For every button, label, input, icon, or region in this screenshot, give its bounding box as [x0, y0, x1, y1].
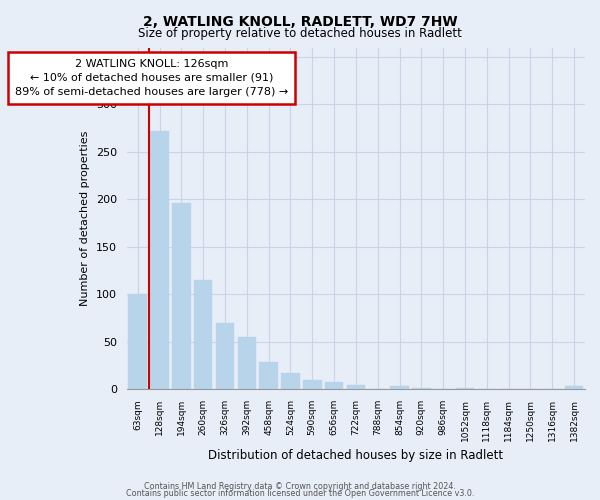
- Text: Contains HM Land Registry data © Crown copyright and database right 2024.: Contains HM Land Registry data © Crown c…: [144, 482, 456, 491]
- Bar: [347, 384, 365, 390]
- Bar: [216, 323, 234, 390]
- Bar: [325, 382, 343, 390]
- Bar: [259, 362, 278, 390]
- Bar: [238, 337, 256, 390]
- Bar: [565, 386, 583, 390]
- Y-axis label: Number of detached properties: Number of detached properties: [80, 130, 91, 306]
- Bar: [456, 388, 474, 390]
- Bar: [281, 373, 300, 390]
- Text: Contains public sector information licensed under the Open Government Licence v3: Contains public sector information licen…: [126, 490, 474, 498]
- Text: 2 WATLING KNOLL: 126sqm
← 10% of detached houses are smaller (91)
89% of semi-de: 2 WATLING KNOLL: 126sqm ← 10% of detache…: [14, 59, 288, 97]
- Bar: [128, 294, 147, 390]
- Bar: [390, 386, 409, 390]
- Text: 2, WATLING KNOLL, RADLETT, WD7 7HW: 2, WATLING KNOLL, RADLETT, WD7 7HW: [143, 15, 457, 29]
- X-axis label: Distribution of detached houses by size in Radlett: Distribution of detached houses by size …: [208, 450, 503, 462]
- Bar: [150, 131, 169, 390]
- Bar: [172, 203, 191, 390]
- Bar: [194, 280, 212, 390]
- Bar: [412, 388, 431, 390]
- Text: Size of property relative to detached houses in Radlett: Size of property relative to detached ho…: [138, 28, 462, 40]
- Bar: [303, 380, 322, 390]
